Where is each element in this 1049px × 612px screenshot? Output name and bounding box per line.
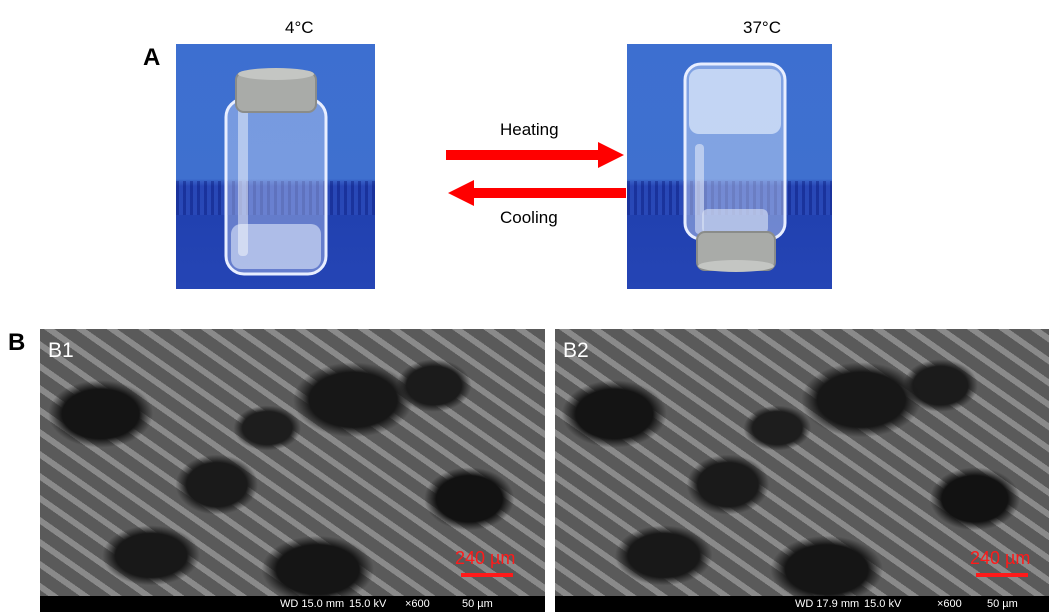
cold-vial-photo: [176, 44, 375, 289]
heating-label: Heating: [500, 120, 559, 139]
sem-id-b1: B1: [48, 339, 74, 362]
scale-label-b2: 240 µm: [970, 548, 1031, 568]
warm-vial-photo: [627, 44, 832, 289]
info-bar-b1: WD 15.0 mm 15.0 kV ×600 50 µm: [40, 596, 545, 612]
warm-temperature-label: 37°C: [743, 18, 781, 37]
working-distance-b1: WD 15.0 mm: [280, 598, 345, 610]
panel-b-letter: B: [8, 329, 26, 356]
magnification-b1: ×600: [405, 598, 430, 610]
scale-bar-b1: [461, 573, 513, 577]
bar-length-b2: 50 µm: [987, 598, 1018, 610]
bar-length-b1: 50 µm: [462, 598, 493, 610]
sem-image-b1: B1 240 µm WD 15.0 mm 15.0 kV ×600 50 µm: [40, 329, 545, 612]
heating-arrow: [446, 142, 624, 168]
cold-temperature-label: 4°C: [285, 18, 314, 37]
working-distance-b2: WD 17.9 mm: [795, 598, 860, 610]
sem-id-b2: B2: [563, 339, 589, 362]
scale-bar-b2: [976, 573, 1028, 577]
voltage-b2: 15.0 kV: [864, 598, 902, 610]
scale-label-b1: 240 µm: [455, 548, 516, 568]
magnification-b2: ×600: [937, 598, 962, 610]
sem-image-b2: B2 240 µm WD 17.9 mm 15.0 kV ×600 50 µm: [555, 329, 1049, 612]
panel-a-letter: A: [143, 44, 161, 71]
cooling-label: Cooling: [500, 208, 558, 227]
info-bar-b2: WD 17.9 mm 15.0 kV ×600 50 µm: [555, 596, 1049, 612]
voltage-b1: 15.0 kV: [349, 598, 387, 610]
cooling-arrow: [448, 180, 626, 206]
